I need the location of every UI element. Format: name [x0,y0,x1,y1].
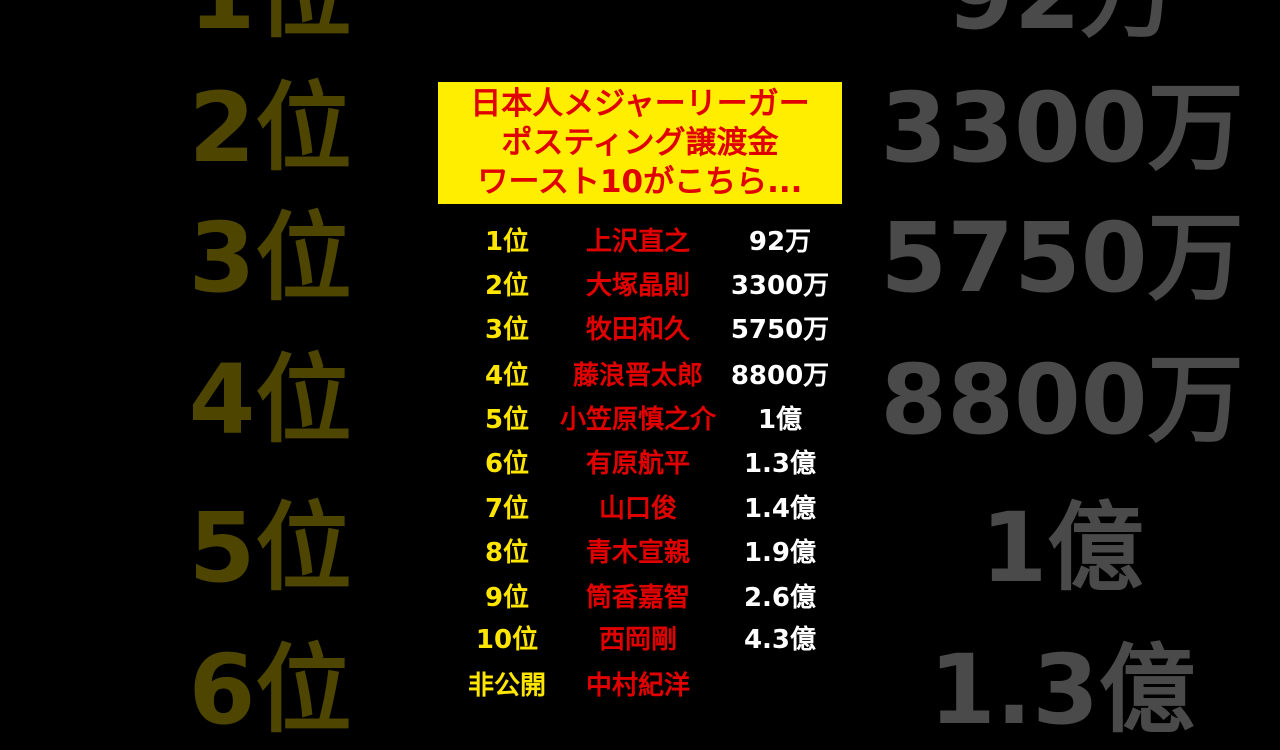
player-name: 中村紀洋 [585,671,690,701]
background-posting-fee: 92万 [862,0,1262,55]
ranking-row: 8位 青木宣親 1.9億 [0,533,1280,573]
ranking-row: 7位 山口俊 1.4億 [0,489,1280,529]
ranking-row: 6位 有原航平 1.3億 [0,444,1280,484]
ranking-row: 非公開 中村紀洋 [0,666,1280,706]
posting-fee: 1.9億 [743,538,817,568]
ranking-list: 1位 上沢直之 92万 2位 大塚晶則 3300万 3位 牧田和久 5750万 4位 藤浪晋太郎 88… [0,222,1280,706]
background-rank-label: 1位 [130,0,410,55]
background-posting-fee: 1億 [980,492,1144,604]
background-posting-fee: 8800万 [880,344,1244,456]
rank-label: 10位 [475,625,539,655]
ranking-row: 4位 藤浪晋太郎 8800万 [0,356,1280,396]
rank-label: 7位 [484,494,530,524]
rank-label: 非公開 [467,671,546,701]
posting-fee: 1.4億 [743,494,817,524]
player-name: 西岡剛 [598,625,677,655]
posting-fee: 2.6億 [743,583,817,613]
player-name: 山口俊 [598,494,677,524]
ranking-row: 3位 牧田和久 5750万 [0,310,1280,350]
background-posting-fee: 3300万 [880,72,1244,184]
rank-label: 6位 [484,449,530,479]
rank-label: 3位 [484,315,530,345]
posting-fee: 3300万 [730,271,830,301]
ranking-row: 2位 大塚晶則 3300万 [0,266,1280,306]
ranking-row: 10位 西岡剛 4.3億 [0,620,1280,660]
background-rank-label: 5位 [188,492,352,604]
rank-label: 2位 [484,271,530,301]
ranking-row: 5位 小笠原慎之介 1億 [0,400,1280,440]
title-line: ワースト10がこちら... [477,163,803,200]
background-posting-fee: 5750万 [880,202,1244,314]
ranking-row: 9位 筒香嘉智 2.6億 [0,578,1280,618]
background-rank-label: 3位 [188,202,352,314]
background-rank-label: 4位 [188,344,352,456]
title-line: 日本人メジャーリーガー [470,85,810,122]
posting-fee: 1億 [757,405,803,435]
player-name: 小笠原慎之介 [559,405,716,435]
blurred-background-ranking: 1位 92万 2位 3300万 3位 5750万 4位 8800万 5位 1億 6位 1.3億 [130,0,1262,746]
player-name: 牧田和久 [585,315,690,345]
player-name: 大塚晶則 [585,271,690,301]
posting-fee: 92万 [748,227,812,257]
posting-fee: 5750万 [730,315,830,345]
posting-fee: 1.3億 [743,449,817,479]
rank-label: 4位 [484,361,530,391]
rank-label: 8位 [484,538,530,568]
player-name: 筒香嘉智 [585,583,690,613]
rank-label: 9位 [484,583,530,613]
player-name: 有原航平 [585,449,690,479]
rank-label: 5位 [484,405,530,435]
posting-fee: 8800万 [730,361,830,391]
title-banner: 日本人メジャーリーガー ポスティング譲渡金 ワースト10がこちら... [438,82,842,204]
ranking-row: 1位 上沢直之 92万 [0,222,1280,262]
player-name: 上沢直之 [585,227,690,257]
player-name: 青木宣親 [585,538,690,568]
background-rank-label: 2位 [188,72,352,184]
posting-fee: 4.3億 [743,625,817,655]
title-line: ポスティング譲渡金 [501,124,779,161]
rank-label: 1位 [484,227,530,257]
player-name: 藤浪晋太郎 [572,361,703,391]
